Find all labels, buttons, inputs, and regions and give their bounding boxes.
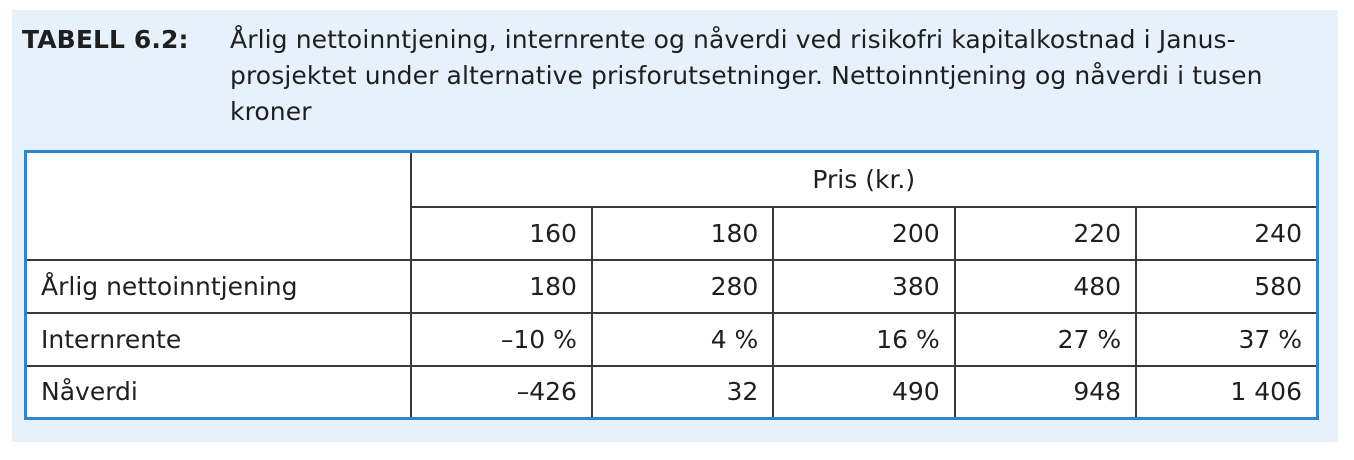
value-cell: 180 [409, 258, 593, 314]
table-row: Internrente –10 % 4 % 16 % 27 % 37 % [24, 311, 1319, 367]
value-cell: 490 [772, 364, 956, 420]
price-group-header: Pris (kr.) [409, 150, 1319, 208]
row-label: Nåverdi [24, 364, 412, 420]
value-cell: 580 [1135, 258, 1319, 314]
caption-label: TABELL 6.2: [22, 25, 189, 54]
value-cell: 32 [590, 364, 775, 420]
header-row-prices: 160 180 200 220 240 [26, 205, 1319, 261]
row-label: Årlig nettoinntjening [24, 258, 412, 314]
price-header-cell: 200 [772, 205, 956, 261]
price-header-cell: 240 [1135, 205, 1319, 261]
table-caption: TABELL 6.2: Årlig nettoinntjening, inter… [22, 22, 1322, 130]
value-cell: 27 % [953, 311, 1138, 367]
price-table: Pris (kr.) 160 180 200 220 240 Årlig net… [24, 150, 1319, 420]
caption-text: Årlig nettoinntjening, internrente og nå… [230, 25, 1263, 126]
header-row-group: Pris (kr.) [24, 150, 1319, 261]
corner-cell [24, 150, 412, 261]
value-cell: –426 [409, 364, 593, 420]
value-cell: 16 % [772, 311, 956, 367]
value-cell: –10 % [409, 311, 593, 367]
price-header-cell: 220 [953, 205, 1138, 261]
value-cell: 480 [953, 258, 1138, 314]
value-cell: 37 % [1135, 311, 1319, 367]
value-cell: 1 406 [1135, 364, 1319, 420]
row-label: Internrente [24, 311, 412, 367]
price-header-cell: 180 [590, 205, 775, 261]
value-cell: 4 % [590, 311, 775, 367]
value-cell: 280 [590, 258, 775, 314]
value-cell: 948 [953, 364, 1138, 420]
table-panel: TABELL 6.2: Årlig nettoinntjening, inter… [12, 10, 1338, 442]
value-cell: 380 [772, 258, 956, 314]
table-row: Årlig nettoinntjening 180 280 380 480 58… [24, 258, 1319, 314]
table-row: Nåverdi –426 32 490 948 1 406 [24, 364, 1319, 420]
price-header-cell: 160 [409, 205, 593, 261]
